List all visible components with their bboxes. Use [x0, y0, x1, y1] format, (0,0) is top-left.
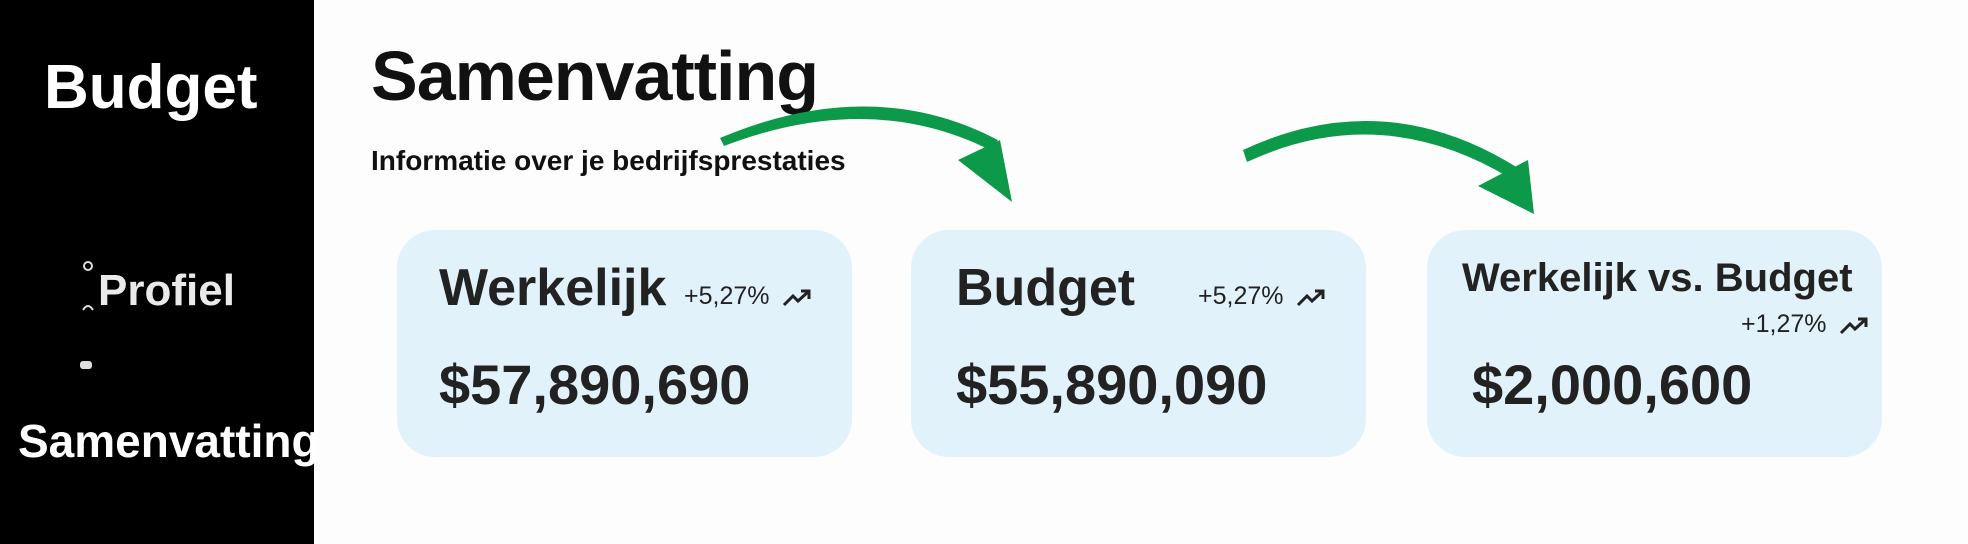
nav-icon — [80, 361, 92, 369]
change-text: +1,27% — [1741, 310, 1827, 338]
change-text: +5,27% — [684, 282, 770, 310]
arrow-head — [958, 140, 1012, 202]
card-change: +5,27% — [1198, 282, 1326, 311]
card-change: +5,27% — [684, 282, 812, 311]
change-text: +5,27% — [1198, 282, 1284, 310]
page-title: Samenvatting — [371, 37, 819, 115]
card-label: Budget — [956, 259, 1136, 317]
kpi-card: Werkelijk vs. Budget +1,27% $2,000,600 — [1427, 230, 1882, 457]
trend-icon — [782, 289, 810, 306]
trend-icon — [1296, 289, 1324, 306]
sidebar-title: Budget — [44, 53, 258, 122]
kpi-card: Budget +5,27% $55,890,090 — [911, 230, 1366, 457]
card-label: Werkelijk — [439, 259, 667, 317]
arrow-shaft — [720, 106, 998, 150]
arrow-shaft — [1243, 120, 1518, 178]
nav-item[interactable]: Profiel — [98, 266, 235, 315]
sidebar: Budget Profiel Samenvatting — [0, 0, 320, 544]
kpi-card: Werkelijk +5,27% $57,890,690 — [397, 230, 852, 457]
card-label: Werkelijk vs. Budget — [1462, 256, 1853, 300]
page-subtitle: Informatie over je bedrijfsprestaties — [371, 145, 846, 176]
nav-item[interactable]: Samenvatting — [18, 415, 320, 467]
card-change: +1,27% — [1741, 310, 1869, 339]
card-value: $2,000,600 — [1472, 353, 1753, 416]
arrow-head — [1478, 160, 1534, 214]
card-value: $55,890,090 — [956, 353, 1268, 416]
card-value: $57,890,690 — [439, 353, 751, 416]
trend-icon — [1839, 317, 1867, 334]
profile-icon — [82, 261, 94, 311]
